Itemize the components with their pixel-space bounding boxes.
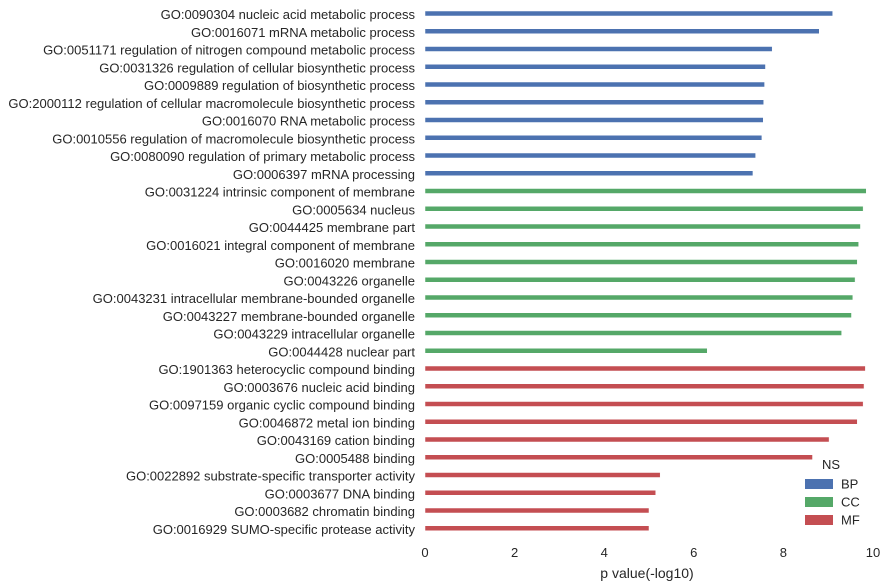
legend-entries: BP CC MF [805,477,860,528]
category-label-25: GO:0043169 cation binding [257,433,415,448]
bar-14 [424,241,859,247]
legend-title: NS [822,457,840,472]
legend-swatch-bp [805,479,833,489]
category-label-14: GO:0016021 integral component of membran… [146,238,415,253]
category-label-5: GO:0009889 regulation of biosynthetic pr… [144,78,416,93]
bar-3 [424,46,773,52]
bar-16 [424,277,856,283]
x-tick-label-10: 10 [866,545,880,560]
category-labels-group: GO:0090304 nucleic acid metabolic proces… [8,7,415,537]
category-label-20: GO:0044428 nuclear part [268,344,415,359]
bar-2 [424,28,820,34]
bar-13 [424,223,861,230]
category-label-13: GO:0044425 membrane part [249,220,416,235]
bar-10 [424,170,754,176]
bar-28 [424,490,656,496]
category-label-10: GO:0006397 mRNA processing [233,167,415,182]
bar-6 [424,99,764,105]
bar-24 [424,419,858,425]
bar-15 [424,259,858,265]
category-label-6: GO:2000112 regulation of cellular macrom… [8,96,415,111]
bar-7 [424,117,764,123]
category-label-8: GO:0010556 regulation of macromolecule b… [52,131,415,146]
bar-22 [424,383,865,389]
x-tick-label-8: 8 [780,545,787,560]
bar-1 [424,10,833,17]
x-tick-label-6: 6 [690,545,697,560]
category-label-17: GO:0043231 intracellular membrane-bounde… [93,291,415,306]
category-label-15: GO:0016020 membrane [275,256,415,271]
bar-12 [424,206,864,212]
bar-8 [424,135,763,141]
bar-17 [424,294,854,301]
bar-26 [424,454,813,460]
bar-29 [424,507,650,514]
x-tick-label-2: 2 [511,545,518,560]
bar-9 [424,152,756,159]
category-label-11: GO:0031224 intrinsic component of membra… [145,185,415,200]
bar-27 [424,472,661,478]
category-label-9: GO:0080090 regulation of primary metabol… [110,149,415,164]
category-label-26: GO:0005488 binding [295,451,415,466]
bar-25 [424,436,830,443]
legend-label-cc: CC [841,495,860,510]
bar-18 [424,312,852,318]
category-label-19: GO:0043229 intracellular organelle [213,327,415,342]
bar-21 [424,365,866,372]
category-label-16: GO:0043226 organelle [283,273,415,288]
x-tick-label-4: 4 [601,545,608,560]
category-label-4: GO:0031326 regulation of cellular biosyn… [99,60,415,75]
bars-group [424,10,867,531]
bar-19 [424,330,842,336]
category-label-2: GO:0016071 mRNA metabolic process [191,25,415,40]
category-label-27: GO:0022892 substrate-specific transporte… [126,469,416,484]
category-label-22: GO:0003676 nucleic acid binding [223,380,415,395]
bar-30 [424,525,650,531]
category-label-18: GO:0043227 membrane-bounded organelle [163,309,415,324]
x-axis-title: p value(-log10) [600,565,693,581]
category-label-24: GO:0046872 metal ion binding [239,415,415,430]
category-label-28: GO:0003677 DNA binding [265,486,415,501]
bar-4 [424,64,766,70]
bar-23 [424,401,864,407]
legend-swatch-mf [805,515,833,525]
category-label-12: GO:0005634 nucleus [292,202,415,217]
x-tick-label-0: 0 [421,545,428,560]
category-label-30: GO:0016929 SUMO-specific protease activi… [153,522,416,537]
legend-label-bp: BP [841,477,858,492]
bar-5 [424,81,765,88]
legend-label-mf: MF [841,513,860,528]
category-label-1: GO:0090304 nucleic acid metabolic proces… [161,7,416,22]
x-tick-labels-group: 0 2 4 6 8 10 [421,545,880,560]
bar-20 [424,348,708,354]
category-label-3: GO:0051171 regulation of nitrogen compou… [43,43,415,58]
bar-11 [424,188,867,194]
category-label-23: GO:0097159 organic cyclic compound bindi… [149,398,415,413]
category-label-21: GO:1901363 heterocyclic compound binding [158,362,415,377]
legend-swatch-cc [805,497,833,507]
category-label-7: GO:0016070 RNA metabolic process [202,114,416,129]
legend: NS BP CC MF [805,457,860,528]
category-label-29: GO:0003682 chromatin binding [234,504,415,519]
